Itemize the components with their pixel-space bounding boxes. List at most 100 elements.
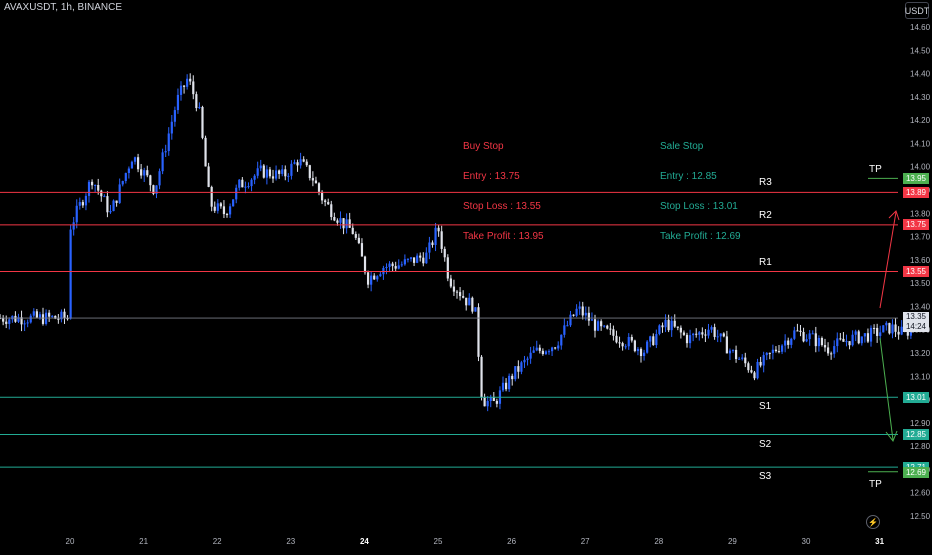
level-label-s2: S2: [759, 438, 772, 450]
candle-body: [814, 333, 817, 347]
candle-body: [216, 203, 219, 211]
time-tick-label: 31: [875, 537, 884, 546]
candle-body: [409, 257, 413, 259]
candle-body: [557, 345, 560, 349]
candle-body: [416, 255, 419, 263]
candle-body: [578, 306, 581, 309]
candle-body: [517, 366, 520, 372]
candle-body: [41, 314, 45, 324]
buy-stop-stoploss: Stop Loss : 13.55: [463, 201, 541, 212]
candle-body: [354, 234, 357, 238]
candle-body: [879, 332, 882, 336]
candle-body: [790, 338, 793, 345]
candle-body: [379, 274, 382, 277]
candle-body: [857, 331, 860, 344]
candle-body: [431, 242, 434, 246]
candle-body: [121, 181, 124, 185]
candle-body: [489, 396, 492, 402]
candle-body: [109, 211, 112, 213]
sell-arrow-line: [879, 337, 894, 441]
candle-body: [192, 81, 195, 95]
candle-body: [526, 358, 529, 360]
candle-body: [658, 325, 661, 335]
candle-body: [87, 181, 91, 196]
candle-body: [618, 342, 621, 344]
levels-layer: [0, 177, 898, 473]
candle-body: [750, 370, 753, 373]
time-tick-label: 20: [66, 537, 75, 546]
candle-body: [437, 227, 440, 232]
candle-body: [29, 315, 32, 323]
candle-body: [652, 336, 655, 346]
candle-body: [753, 372, 756, 379]
candle-body: [563, 325, 566, 335]
lightning-icon[interactable]: ⚡: [866, 515, 880, 529]
candle-body: [646, 341, 649, 353]
candle-body: [406, 258, 410, 260]
time-tick-label: 27: [581, 537, 590, 546]
candle-body: [762, 355, 765, 366]
candle-body: [609, 328, 612, 330]
candle-body: [164, 151, 167, 153]
price-tick-label: 14.40: [910, 70, 931, 79]
candle-body: [235, 187, 238, 200]
candle-body: [158, 171, 161, 186]
candle-body: [140, 169, 143, 176]
candle-body: [265, 169, 268, 178]
candle-body: [198, 106, 201, 109]
price-tag-tp-upper: 13.95: [903, 172, 929, 184]
candle-body: [897, 331, 900, 335]
time-tick-label: 29: [728, 537, 737, 546]
candle-body: [63, 311, 66, 319]
price-tick-label: 14.30: [910, 93, 931, 102]
candle-body: [339, 218, 342, 223]
candle-body: [38, 314, 42, 318]
candle-body: [11, 315, 14, 320]
candle-body: [529, 352, 532, 359]
candle-body: [593, 319, 597, 331]
buy-stop-entry: Entry : 13.75: [463, 171, 520, 182]
candle-body: [271, 176, 275, 179]
candle-body: [885, 322, 888, 326]
candle-body: [514, 366, 517, 380]
candle-body: [195, 94, 198, 109]
time-tick-label: 22: [213, 537, 222, 546]
candle-body: [780, 345, 784, 352]
candle-body: [747, 363, 750, 371]
time-tick-label: 28: [654, 537, 663, 546]
price-tick-label: 14.50: [910, 46, 931, 55]
candle-body: [872, 327, 876, 329]
candle-body: [136, 157, 140, 170]
candle-body: [471, 297, 474, 312]
candle-body: [679, 327, 682, 333]
candle-body: [664, 319, 667, 328]
level-label-r2: R2: [759, 209, 772, 221]
candle-body: [854, 331, 857, 335]
price-tick-label: 14.00: [910, 163, 931, 172]
candle-body: [348, 219, 351, 228]
candle-body: [839, 338, 842, 340]
candle-body: [293, 162, 296, 164]
candle-body: [133, 157, 137, 162]
candle-body: [219, 203, 222, 207]
candle-body: [833, 346, 836, 354]
candle-body: [851, 334, 854, 346]
candle-body: [324, 200, 327, 203]
candle-body: [54, 315, 57, 319]
candle-body: [207, 166, 210, 187]
candle-body: [222, 206, 226, 215]
currency-button[interactable]: USDT: [905, 2, 929, 19]
candle-body: [314, 180, 318, 184]
candle-body: [446, 257, 449, 279]
candle-body: [0, 318, 2, 320]
candle-body: [308, 165, 311, 179]
candle-body: [204, 137, 207, 167]
candle-body: [455, 291, 459, 293]
candle-body: [106, 196, 109, 213]
candle-body: [189, 78, 192, 82]
candle-body: [333, 217, 336, 221]
candle-body: [477, 307, 480, 357]
candle-body: [888, 322, 891, 334]
